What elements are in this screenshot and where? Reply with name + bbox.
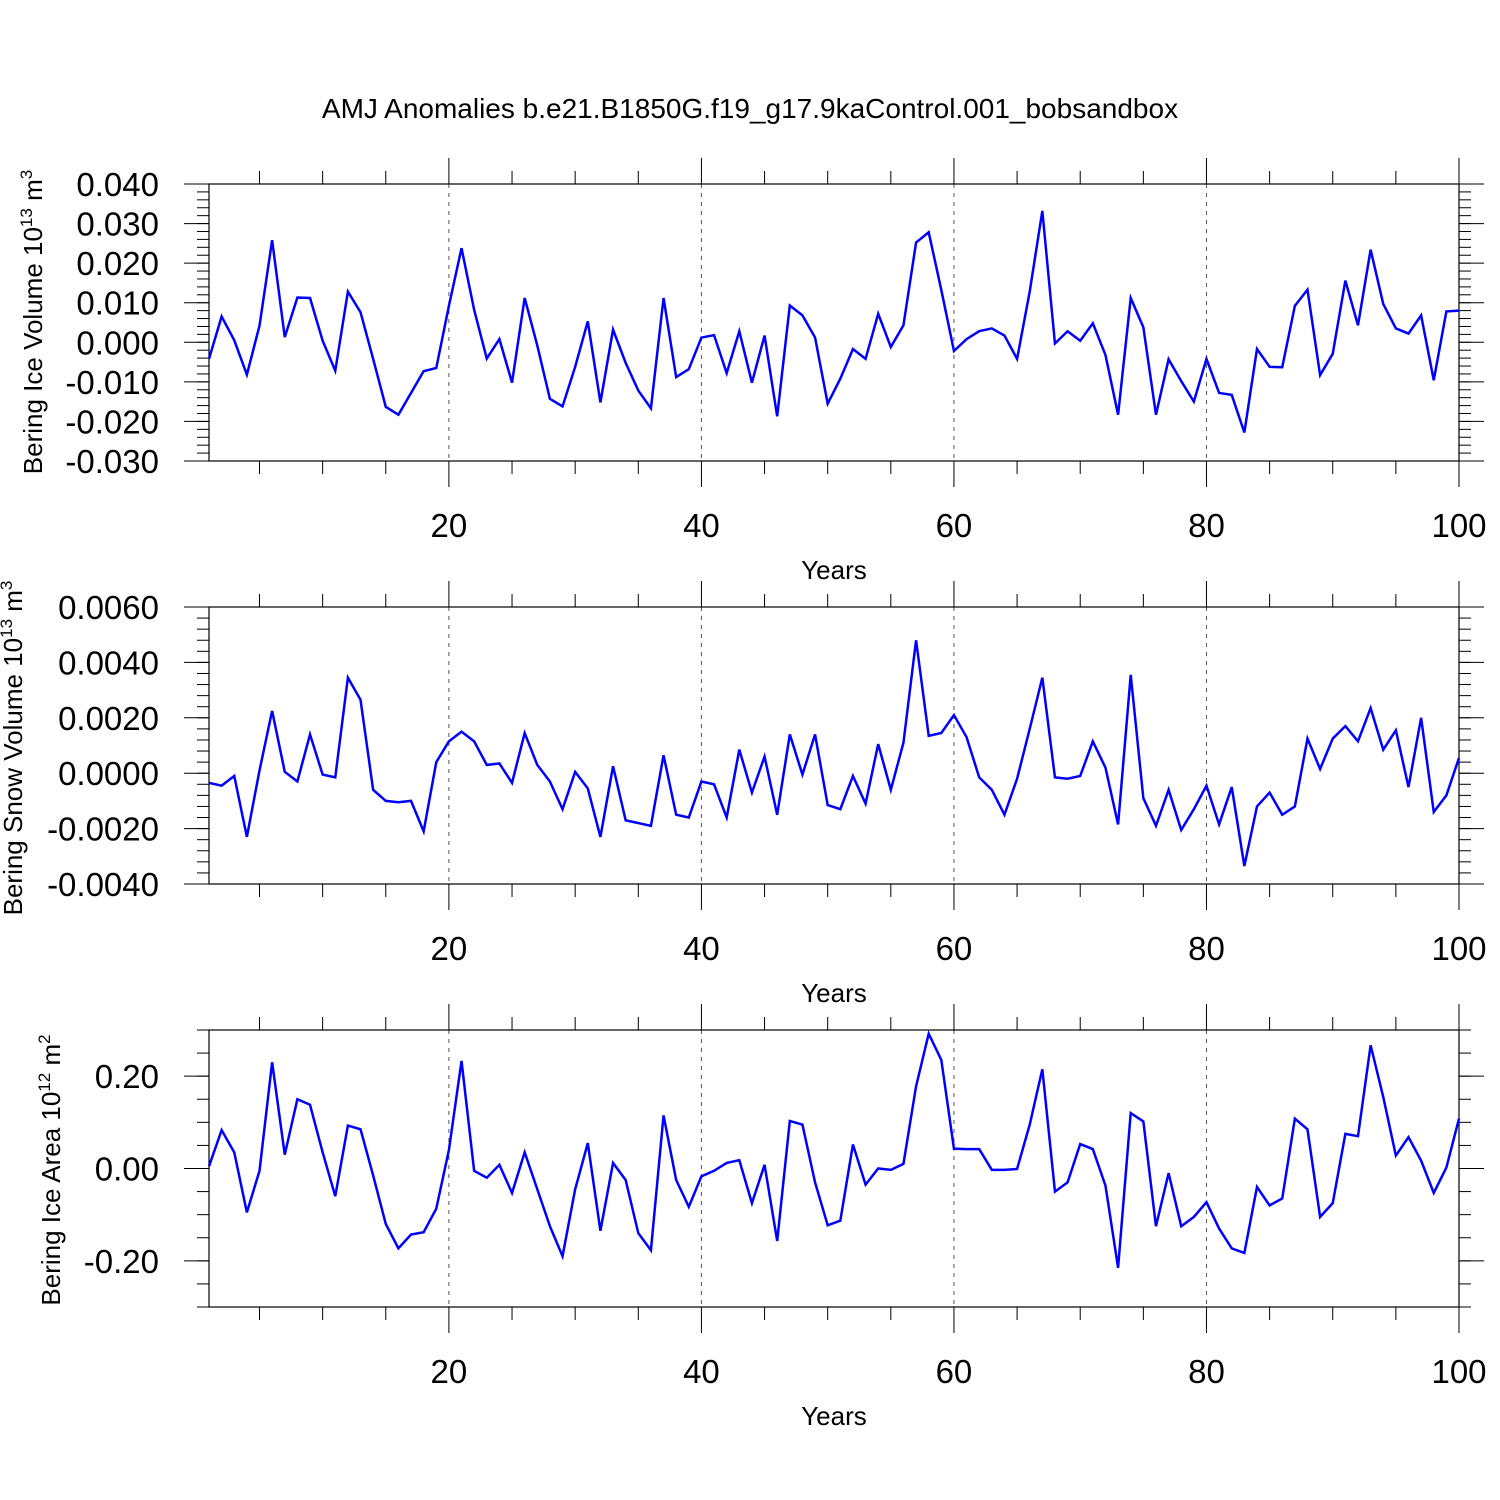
y-tick-label: -0.010 <box>65 364 159 401</box>
series-line <box>207 210 1460 433</box>
y-tick-label: 0.000 <box>76 324 159 361</box>
x-axis-label: Years <box>801 555 867 585</box>
x-tick-label: 100 <box>1431 1353 1486 1390</box>
y-tick-label: -0.030 <box>65 443 159 480</box>
ice-volume-panel: 20 40 60 80 100Years-0.030-0.020-0.0100.0000… <box>17 158 1487 585</box>
series-line <box>207 1029 1461 1268</box>
x-tick-label: 80 <box>1188 507 1225 544</box>
x-tick-label: 60 <box>936 930 973 967</box>
x-tick-label: 40 <box>683 507 720 544</box>
y-tick-label: 0.20 <box>95 1058 159 1095</box>
y-tick-label: 0.020 <box>76 245 159 282</box>
x-tick-label: 80 <box>1188 930 1225 967</box>
y-tick-label: 0.030 <box>76 206 159 243</box>
plot-frame <box>208 183 1460 462</box>
y-tick-label: -0.0040 <box>47 866 159 903</box>
y-tick-label: 0.010 <box>76 285 159 322</box>
y-tick-label: -0.020 <box>65 403 159 440</box>
plot-frame <box>208 1029 1460 1308</box>
x-tick-label: 60 <box>936 507 973 544</box>
x-tick-label: 40 <box>683 930 720 967</box>
y-tick-label: 0.0000 <box>58 755 159 792</box>
y-tick-label: 0.0040 <box>58 644 159 681</box>
y-tick-label: 0.0020 <box>58 700 159 737</box>
x-tick-label: 20 <box>431 930 468 967</box>
x-tick-label: 100 <box>1431 507 1486 544</box>
x-axis-label: Years <box>801 978 867 1008</box>
x-tick-label: 100 <box>1431 930 1486 967</box>
x-tick-label: 20 <box>431 1353 468 1390</box>
x-axis-label: Years <box>801 1401 867 1431</box>
snow-volume-panel: 20 40 60 80 100 Years -0.0040 -0.0020 0.0000 0.00… <box>0 581 1487 1008</box>
plot-frame <box>208 606 1460 885</box>
y-axis-label: Bering Ice Area 1012 m2 <box>35 1034 66 1305</box>
y-tick-label: -0.0020 <box>47 811 159 848</box>
x-tick-label: 40 <box>683 1353 720 1390</box>
y-axis-label: Bering Snow Volume 1013 m3 <box>0 581 28 916</box>
y-axis-label: Bering Ice Volume 1013 m3 <box>17 170 48 474</box>
x-tick-label: 80 <box>1188 1353 1225 1390</box>
y-tick-label: -0.20 <box>84 1243 159 1280</box>
y-tick-label: 0.040 <box>76 166 159 203</box>
y-tick-label: 0.00 <box>95 1151 159 1188</box>
x-tick-label: 60 <box>936 1353 973 1390</box>
figure-title: AMJ Anomalies b.e21.B1850G.f19_g17.9kaCo… <box>322 93 1178 124</box>
y-tick-label: 0.0060 <box>58 589 159 626</box>
ice-area-panel: 20 40 60 80 100 Years -0.20 0.00 0.20 Bering Ice … <box>35 1004 1487 1431</box>
x-tick-label: 20 <box>431 507 468 544</box>
series-line <box>208 640 1461 867</box>
